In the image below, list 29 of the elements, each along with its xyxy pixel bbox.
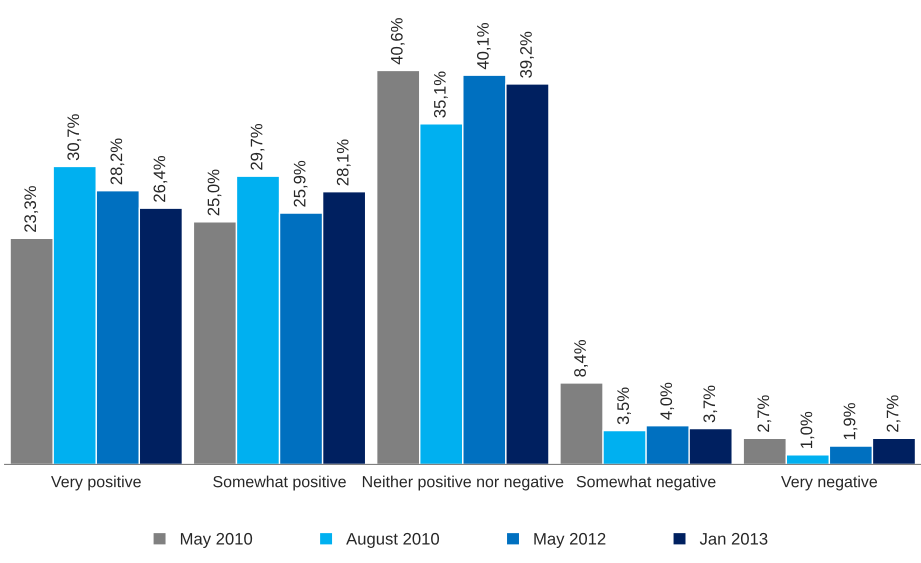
legend-label: Jan 2013 xyxy=(700,532,768,545)
data-label: 28,2% xyxy=(110,138,124,184)
data-label: 35,1% xyxy=(434,72,448,118)
data-label: 2,7% xyxy=(757,395,772,432)
data-label: 29,7% xyxy=(250,124,264,170)
data-label: 4,0% xyxy=(660,382,674,420)
x-tick-label: Neither positive nor negative xyxy=(362,476,564,490)
data-label: 40,6% xyxy=(390,18,405,64)
data-label: 1,9% xyxy=(844,403,858,440)
x-tick-label: Very negative xyxy=(781,476,878,490)
data-label: 1,0% xyxy=(800,412,814,448)
legend-label: August 2010 xyxy=(346,532,440,548)
x-tick-label: Somewhat positive xyxy=(213,476,346,490)
data-label: 3,5% xyxy=(617,388,631,424)
data-label: 28,1% xyxy=(336,139,351,186)
legend-label: May 2010 xyxy=(180,532,252,548)
data-label: 2,7% xyxy=(886,395,900,432)
data-label: 30,7% xyxy=(67,114,82,160)
x-tick-label: Very positive xyxy=(51,476,141,490)
data-label: 23,3% xyxy=(24,186,38,232)
data-label: 25,0% xyxy=(208,170,222,216)
data-label: 3,7% xyxy=(703,386,718,422)
legend-label: May 2012 xyxy=(534,532,606,548)
data-label: 26,4% xyxy=(154,156,168,202)
data-label: 25,9% xyxy=(294,160,308,207)
x-tick-label: Somewhat negative xyxy=(576,476,716,490)
data-label: 40,1% xyxy=(477,23,491,70)
data-label: 8,4% xyxy=(574,340,588,377)
data-label: 39,2% xyxy=(520,32,534,78)
